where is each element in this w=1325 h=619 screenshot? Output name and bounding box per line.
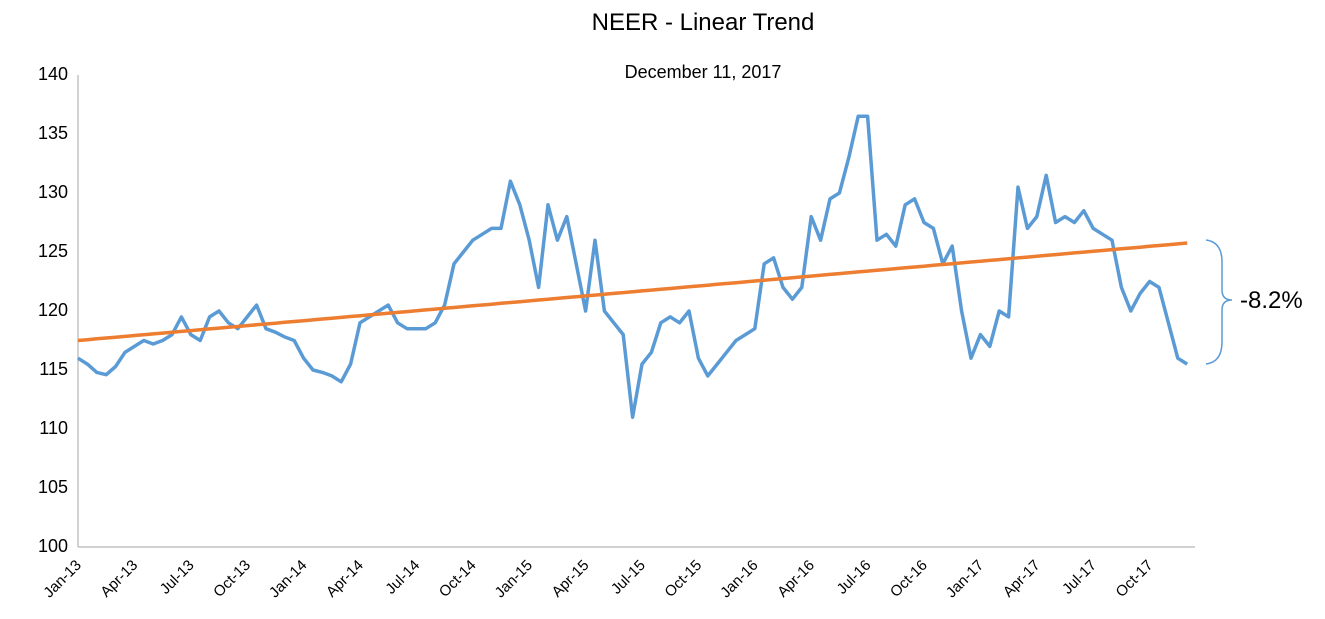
chart-title: NEER - Linear Trend [592, 9, 815, 36]
series-line [77, 114, 1189, 419]
y-tick-label: 125 [38, 241, 68, 261]
x-tick-label: Apr-13 [97, 557, 141, 601]
x-tick-label: Jul-16 [834, 557, 875, 598]
x-tick-label: Oct-13 [210, 557, 254, 601]
x-tick-label: Apr-16 [774, 557, 818, 601]
x-tick-label: Jan-15 [492, 557, 536, 601]
brace [1205, 239, 1233, 365]
x-tick-label: Apr-14 [323, 557, 367, 601]
x-tick-label: Apr-15 [549, 557, 593, 601]
x-tick-label: Jan-14 [266, 557, 310, 601]
annotation: -8.2% [1240, 287, 1303, 314]
series-line [77, 241, 1188, 343]
x-tick-label: Oct-17 [1113, 557, 1157, 601]
x-tick-label: Oct-14 [436, 557, 480, 601]
y-tick-label: 120 [38, 300, 68, 320]
x-tick-label: Jul-14 [382, 557, 423, 598]
y-tick-label: 115 [39, 359, 68, 379]
x-tick-label: Jul-17 [1059, 557, 1100, 598]
y-tick-label: 135 [38, 123, 68, 143]
x-tick-label: Jul-15 [608, 557, 649, 598]
x-tick-label: Jan-17 [943, 557, 987, 601]
y-tick-label: 110 [39, 418, 68, 438]
x-tick-label: Jan-13 [40, 557, 84, 601]
y-tick-label: 100 [38, 536, 68, 556]
y-tick-label: 105 [38, 477, 68, 497]
x-tick-label: Apr-17 [1000, 557, 1044, 601]
y-tick-label: 140 [38, 64, 68, 84]
y-tick-label: 130 [38, 182, 68, 202]
chart-subtitle: December 11, 2017 [625, 62, 782, 82]
x-tick-label: Oct-16 [887, 557, 931, 601]
x-tick-label: Jan-16 [717, 557, 761, 601]
x-tick-label: Oct-15 [661, 557, 705, 601]
x-tick-label: Jul-13 [157, 557, 198, 598]
